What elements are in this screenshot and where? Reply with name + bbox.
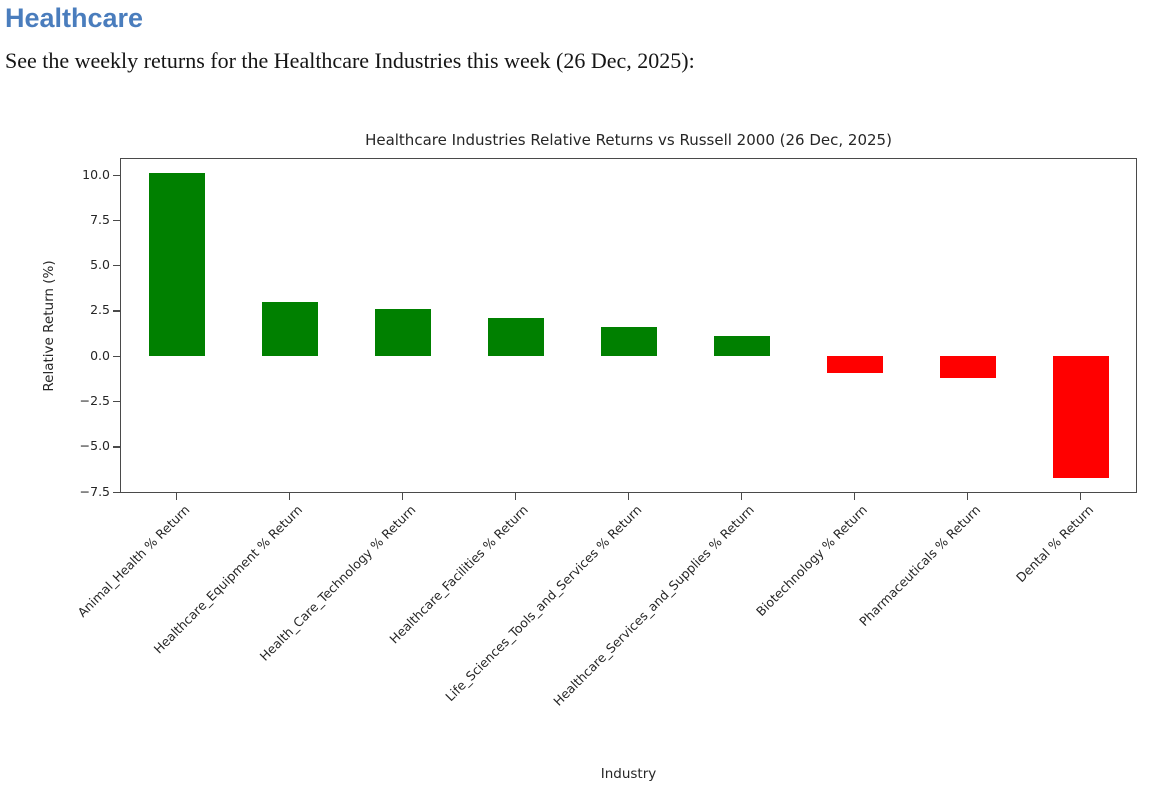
x-tick-mark xyxy=(289,493,291,500)
chart-bar xyxy=(1052,356,1109,478)
y-axis-label: Relative Return (%) xyxy=(41,259,57,392)
returns-bar-chart: Healthcare Industries Relative Returns v… xyxy=(0,120,1151,796)
x-tick-label: Dental % Return xyxy=(1012,502,1097,586)
x-axis-label: Industry xyxy=(600,766,657,782)
y-tick-mark xyxy=(113,265,120,267)
y-tick-mark xyxy=(113,401,120,403)
chart-bar xyxy=(826,356,883,373)
y-tick-mark xyxy=(113,446,120,448)
x-tick-mark xyxy=(628,493,630,500)
y-tick-mark xyxy=(113,355,120,357)
x-tick-mark xyxy=(515,493,517,500)
y-tick-label: 2.5 xyxy=(90,302,110,318)
y-tick-label: −2.5 xyxy=(79,393,110,409)
chart-bar xyxy=(374,309,431,357)
x-tick-label: Pharmaceuticals % Return xyxy=(856,502,984,629)
chart-bar xyxy=(600,327,657,357)
x-tick-mark xyxy=(1080,493,1082,500)
y-tick-mark xyxy=(113,174,120,176)
y-tick-mark xyxy=(113,491,120,493)
y-tick-label: 10.0 xyxy=(82,166,110,182)
x-tick-label: Biotechnology % Return xyxy=(753,502,871,619)
intro-text: See the weekly returns for the Healthcar… xyxy=(5,48,695,73)
chart-title: Healthcare Industries Relative Returns v… xyxy=(365,131,892,149)
chart-bar xyxy=(713,336,770,357)
y-tick-label: 7.5 xyxy=(90,211,110,227)
y-tick-label: 5.0 xyxy=(90,257,110,273)
chart-bar xyxy=(487,318,544,357)
x-tick-mark xyxy=(176,493,178,500)
x-tick-mark xyxy=(402,493,404,500)
y-tick-label: −5.0 xyxy=(79,438,110,454)
x-tick-label: Healthcare_Services_and_Supplies % Retur… xyxy=(550,502,758,709)
x-tick-mark xyxy=(854,493,856,500)
chart-bar xyxy=(939,356,996,379)
page-title: Healthcare xyxy=(5,3,144,33)
chart-bar xyxy=(148,173,205,357)
y-tick-mark xyxy=(113,219,120,222)
x-tick-label: Life_Sciences_Tools_and_Services % Retur… xyxy=(441,502,645,705)
x-tick-mark xyxy=(967,493,969,500)
chart-bar xyxy=(261,301,318,357)
y-tick-mark xyxy=(113,310,120,312)
y-tick-label: −7.5 xyxy=(79,483,110,499)
x-tick-mark xyxy=(741,493,743,500)
y-tick-label: 0.0 xyxy=(90,347,110,363)
x-tick-label: Animal_Health % Return xyxy=(74,502,193,620)
